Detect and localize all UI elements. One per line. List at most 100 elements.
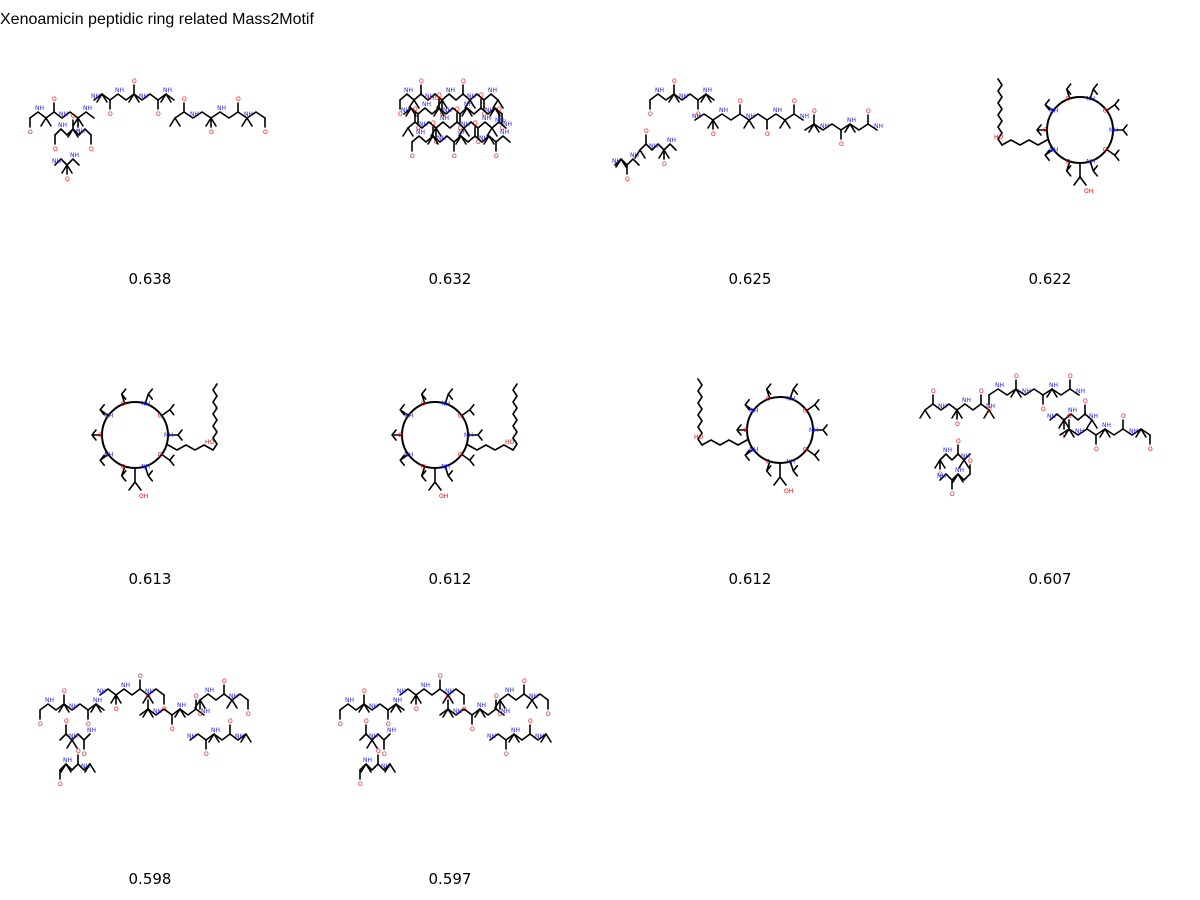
page-title: Xenoamicin peptidic ring related Mass2Mo… [0,11,314,28]
side-bond [789,383,799,400]
oxygen-atom-label: O [528,718,533,725]
nitrogen-atom-label: NH [477,702,486,709]
oxygen-atom-label: O [58,781,63,788]
nitrogen-atom-label: NH [749,408,758,415]
nitrogen-atom-label: NH [369,703,378,710]
bond-chain [99,688,165,696]
oxygen-atom-label: OH [139,493,148,500]
oxygen-atom-label: O [812,108,817,115]
oxygen-atom-label: O [866,108,871,115]
nitrogen-atom-label: NH [440,115,449,122]
oxygen-atom-label: O [979,388,984,395]
oxygen-atom-label: O [458,125,463,132]
side-bond [444,465,454,482]
branch-bond [951,409,963,419]
molecule-structure: NH O NH O NH O NH O NH O HO OH [391,383,518,500]
oxygen-atom-label: O [382,751,387,758]
side-bond [1112,124,1128,136]
nitrogen-atom-label: NH [464,432,473,439]
bond-chain [399,688,465,696]
branch-bond [160,93,172,103]
branch-bond [540,733,552,743]
oxygen-atom-label: OH [1084,188,1093,195]
branch-bond [658,149,670,159]
side-bond [805,448,820,462]
nitrogen-atom-label: NH [177,702,186,709]
branch-bond [508,733,520,743]
nitrogen-atom-label: NH [482,115,491,122]
nitrogen-atom-label: NH [163,87,172,94]
bond-chain [399,93,499,101]
nitrogen-atom-label: NH [667,137,676,144]
alkyl-chain [997,78,1003,146]
oxygen-atom-label: O [1014,373,1019,380]
oxygen-atom-label: O [458,451,463,458]
nitrogen-atom-label: NH [1076,388,1085,395]
branch-bond [455,135,467,145]
nitrogen-atom-label: NH [421,682,430,689]
bond-chain [199,693,249,701]
branch-bond [844,123,856,133]
oxygen-atom-label: O [71,113,76,120]
nitrogen-atom-label: NH [453,708,462,715]
branch-bond [808,123,820,133]
branch-bond [66,739,78,749]
branch-bond [919,409,931,419]
nitrogen-atom-label: NH [719,107,728,114]
branch-bond [1099,428,1111,438]
oxygen-atom-label: O [53,146,58,153]
nitrogen-atom-label: NH [45,697,54,704]
nitrogen-atom-label: NH [529,693,538,700]
nitrogen-atom-label: NH [97,688,106,695]
side-bond [1089,160,1099,177]
molecule-cell: NH O NH O NH O NH O NH O HO OH 0.612 [600,300,900,600]
nitrogen-atom-label: NH [703,87,712,94]
branch-bond [1058,419,1070,429]
branch-bond [934,459,946,469]
side-bond [460,403,475,417]
alkyl-chain [212,383,218,451]
branch-bond [458,127,470,137]
nitrogen-atom-label: NH [419,121,428,128]
oxygen-atom-label: O [437,92,442,99]
bond-chain [29,111,95,119]
oxygen-atom-label: O [89,146,94,153]
branch-bond [366,739,378,749]
nitrogen-atom-label: NH [441,401,450,408]
oxygen-atom-label: O [82,751,87,758]
nitrogen-atom-label: NH [121,682,130,689]
oxygen-atom-label: O [386,721,391,728]
oxygen-atom-label: O [839,141,844,148]
oxygen-atom-label: O [1121,413,1126,420]
nitrogen-atom-label: NH [443,107,452,114]
nitrogen-atom-label: NH [141,401,150,408]
branch-bond [174,708,186,718]
branch-bond [1046,388,1058,398]
nitrogen-atom-label: NH [416,129,425,136]
side-bond [120,388,127,405]
oxygen-atom-label: O [696,111,701,118]
oxygen-atom-label: O [228,718,233,725]
nitrogen-atom-label: NH [141,463,150,470]
nitrogen-atom-label: NH [35,105,44,112]
molecule-cell: O NH O NH O NH NH O NH O NH O O NH O NH O NH O NH O NH O NH O NH O… [300,600,600,900]
nitrogen-atom-label: NH [190,111,199,118]
nitrogen-atom-label: NH [381,763,390,770]
nitrogen-atom-label: NH [115,87,124,94]
nitrogen-atom-label: NH [1086,158,1095,165]
molecule-structure: ONHONHONHONHONHNHONHONHONHONHOONHONHONHO… [398,78,512,160]
oxygen-atom-label: O [494,693,499,700]
molecule-cell: O NH O NH O NH O NH O NH O NH O NH NH O NH O NH O NH O NH O NH O O… [900,300,1200,600]
side-bond [428,467,442,491]
bond-chain [499,693,549,701]
side-bond [805,398,820,412]
branch-bond [128,93,140,103]
branch-bond [1010,388,1022,398]
branch-bond [634,149,646,159]
nitrogen-atom-label: NH [1049,146,1058,153]
side-bond [399,453,410,467]
bond-chain [939,453,971,461]
branch-bond [208,733,220,743]
oxygen-atom-label: O [931,388,936,395]
nitrogen-atom-label: NH [505,687,514,694]
